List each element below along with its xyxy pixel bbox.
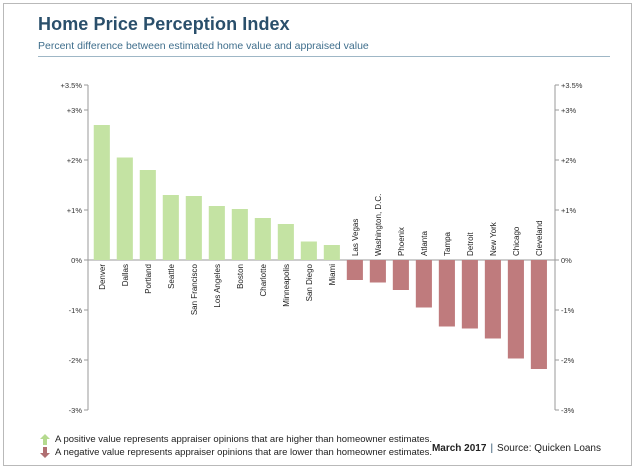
y-tick-label-left: +3% — [67, 106, 83, 115]
down-arrow-icon — [40, 447, 50, 458]
footer-date: March 2017 — [431, 443, 487, 454]
category-label: Chicago — [512, 226, 521, 256]
y-tick-label-right: -2% — [561, 356, 575, 365]
y-tick-label-right: -3% — [561, 406, 575, 415]
category-label: Las Vegas — [351, 219, 360, 256]
legend: A positive value represents appraiser op… — [40, 433, 432, 459]
category-label: Boston — [236, 264, 245, 289]
y-tick-label-right: +3% — [561, 106, 577, 115]
footer: March 2017 | Source: Quicken Loans — [432, 443, 601, 454]
category-label: New York — [489, 221, 498, 256]
category-label: Washington, D.C. — [374, 194, 383, 256]
up-arrow-icon — [40, 434, 50, 445]
bar-portland — [139, 170, 156, 260]
category-label: Atlanta — [420, 231, 429, 256]
bar-san-francisco — [185, 196, 202, 260]
bar-los-angeles — [208, 206, 225, 260]
category-label: Dallas — [121, 264, 130, 286]
legend-positive-text: A positive value represents appraiser op… — [55, 434, 433, 445]
y-tick-label-right: +2% — [561, 156, 577, 165]
title-divider — [38, 56, 610, 57]
category-label: Phoenix — [397, 227, 406, 256]
bar-san-diego — [300, 241, 317, 260]
bar-las-vegas — [346, 260, 363, 280]
category-label: Tampa — [443, 231, 452, 256]
category-label: San Francisco — [190, 263, 199, 315]
bar-charlotte — [254, 218, 271, 260]
chart-title: Home Price Perception Index — [38, 14, 290, 34]
y-tick-label-right: -1% — [561, 306, 575, 315]
category-label: Miami — [328, 264, 337, 286]
category-label: Seattle — [167, 263, 176, 288]
category-label: Charlotte — [259, 263, 268, 296]
y-tick-label-right: 0% — [561, 256, 572, 265]
legend-positive: A positive value represents appraiser op… — [40, 433, 432, 446]
bar-washington-d-c- — [369, 260, 386, 283]
category-label: Cleveland — [535, 220, 544, 256]
bar-detroit — [461, 260, 478, 329]
y-tick-label-right: +3.5% — [561, 81, 583, 90]
y-tick-label-left: +3.5% — [61, 81, 83, 90]
y-tick-label-left: -2% — [69, 356, 83, 365]
category-label: Minneapolis — [282, 264, 291, 307]
bar-seattle — [162, 195, 179, 260]
bar-cleveland — [530, 260, 547, 369]
category-label: San Diego — [305, 263, 314, 301]
y-tick-label-left: -1% — [69, 306, 83, 315]
bar-atlanta — [415, 260, 432, 308]
legend-negative-text: A negative value represents appraiser op… — [55, 447, 433, 458]
bar-minneapolis — [277, 224, 294, 260]
category-label: Los Angeles — [213, 264, 222, 308]
category-label: Portland — [144, 264, 153, 294]
legend-negative: A negative value represents appraiser op… — [40, 446, 432, 459]
chart-subtitle: Percent difference between estimated hom… — [38, 40, 369, 52]
bar-denver — [93, 125, 110, 260]
bar-dallas — [116, 157, 133, 260]
bar-boston — [231, 209, 248, 260]
y-tick-label-left: +2% — [67, 156, 83, 165]
footer-separator: | — [490, 443, 494, 454]
footer-source: Source: Quicken Loans — [497, 443, 601, 454]
bar-phoenix — [392, 260, 409, 290]
bar-new-york — [484, 260, 501, 339]
y-tick-label-left: -3% — [69, 406, 83, 415]
y-tick-label-left: 0% — [71, 256, 82, 265]
y-tick-label-right: +1% — [561, 206, 577, 215]
bar-miami — [323, 245, 340, 260]
bar-tampa — [438, 260, 455, 327]
category-label: Denver — [98, 264, 107, 290]
y-tick-label-left: +1% — [67, 206, 83, 215]
bar-chicago — [507, 260, 524, 359]
category-label: Detroit — [466, 232, 475, 256]
